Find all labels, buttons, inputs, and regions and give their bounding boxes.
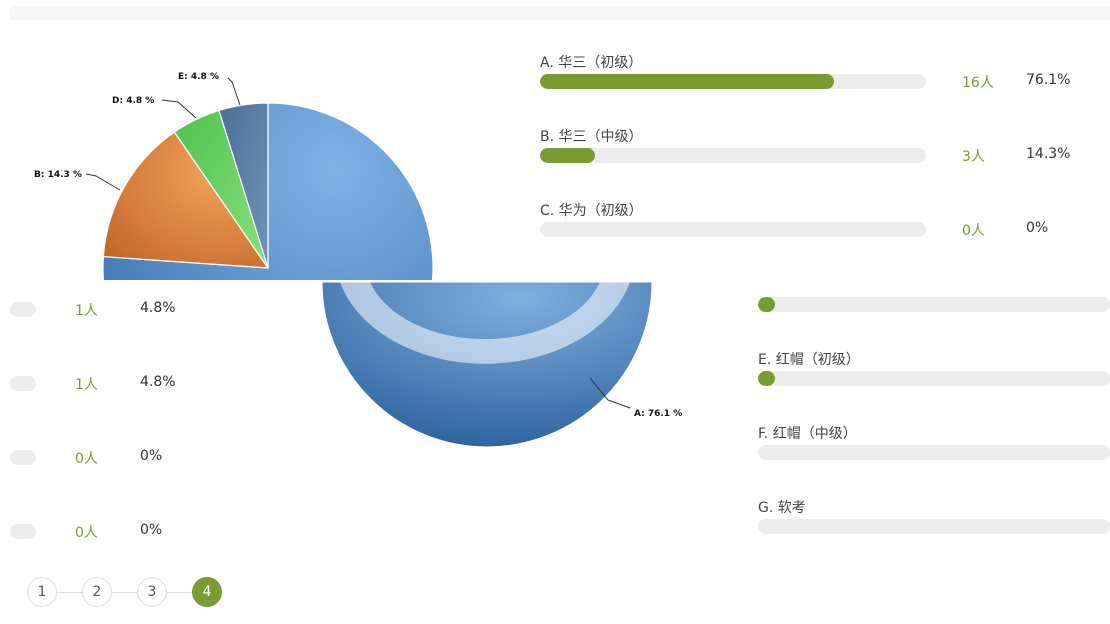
progress-fill bbox=[758, 371, 775, 386]
option-percent: 4.8% bbox=[140, 300, 176, 316]
option-percent: 0% bbox=[140, 448, 163, 464]
option-percent: 0% bbox=[1026, 220, 1049, 236]
progress-track bbox=[758, 297, 1110, 312]
option-percent: 0% bbox=[140, 522, 163, 538]
option-percent: 76.1% bbox=[1026, 72, 1071, 88]
option-row-c: C. 华为（初级） 0人 0% bbox=[540, 200, 1100, 260]
page-button-4[interactable]: 4 bbox=[192, 577, 222, 607]
option-label: B. 华三（中级） bbox=[540, 129, 643, 145]
option-row-left-4: 0人 0% bbox=[10, 518, 210, 548]
progress-track bbox=[540, 222, 926, 237]
option-count: 0人 bbox=[75, 525, 98, 541]
pie-slice-b bbox=[102, 131, 270, 269]
option-row-g: G. 软考 bbox=[758, 497, 1110, 557]
progress-track bbox=[758, 445, 1110, 460]
pie-slice-e bbox=[218, 102, 269, 269]
top-band bbox=[10, 6, 1110, 20]
option-row-f: F. 红帽（中级） bbox=[758, 423, 1110, 483]
pie-slice-a bbox=[102, 102, 434, 280]
progress-track bbox=[10, 450, 36, 465]
option-label: F. 红帽（中级） bbox=[758, 426, 857, 442]
progress-track bbox=[10, 376, 36, 391]
progress-fill bbox=[758, 297, 775, 312]
progress-fill bbox=[540, 148, 596, 163]
progress-track bbox=[540, 74, 926, 89]
progress-track bbox=[758, 519, 1110, 534]
option-count: 3人 bbox=[962, 149, 985, 165]
option-row-left-3: 0人 0% bbox=[10, 444, 210, 474]
option-label: A. 华三（初级） bbox=[540, 55, 643, 71]
progress-track bbox=[10, 524, 36, 539]
option-label: G. 软考 bbox=[758, 500, 806, 516]
progress-track bbox=[10, 302, 36, 317]
option-count: 0人 bbox=[962, 223, 985, 239]
option-count: 1人 bbox=[75, 377, 98, 393]
option-percent: 14.3% bbox=[1026, 146, 1071, 162]
leader-line-b bbox=[85, 173, 121, 191]
option-row-b: B. 华三（中级） 3人 14.3% bbox=[540, 126, 1100, 186]
option-percent: 4.8% bbox=[140, 374, 176, 390]
leader-line-d bbox=[161, 99, 197, 119]
pie-label-d: D: 4.8 % bbox=[112, 96, 154, 106]
leader-line-e bbox=[227, 77, 241, 106]
page-button-3[interactable]: 3 bbox=[137, 577, 167, 607]
option-label: E. 红帽（初级） bbox=[758, 352, 860, 368]
progress-fill bbox=[540, 74, 834, 89]
option-row-a: A. 华三（初级） 16人 76.1% bbox=[540, 52, 1100, 112]
progress-track bbox=[758, 371, 1110, 386]
pie-chart-bottom: A: 76.1 % bbox=[321, 282, 682, 448]
option-row-d bbox=[758, 275, 1110, 335]
option-label: C. 华为（初级） bbox=[540, 203, 643, 219]
option-row-left-2: 1人 4.8% bbox=[10, 370, 210, 400]
option-row-e: E. 红帽（初级） bbox=[758, 349, 1110, 409]
pie-label-b: B: 14.3 % bbox=[34, 170, 82, 180]
pie-glitch-band bbox=[340, 282, 630, 364]
progress-track bbox=[540, 148, 926, 163]
option-count: 0人 bbox=[75, 451, 98, 467]
pie-label-a: A: 76.1 % bbox=[634, 409, 682, 419]
leader-line-a bbox=[589, 377, 631, 409]
pager-connector bbox=[112, 592, 137, 593]
pager-connector bbox=[57, 592, 82, 593]
pie-label-e: E: 4.8 % bbox=[178, 72, 219, 82]
page-button-2[interactable]: 2 bbox=[82, 577, 112, 607]
pie-chart-top: B: 14.3 % D: 4.8 % E: 4.8 % bbox=[34, 72, 434, 280]
pager-connector bbox=[167, 592, 192, 593]
option-count: 16人 bbox=[962, 75, 994, 91]
page-button-1[interactable]: 1 bbox=[27, 577, 57, 607]
option-count: 1人 bbox=[75, 303, 98, 319]
option-row-left-1: 1人 4.8% bbox=[10, 296, 210, 326]
